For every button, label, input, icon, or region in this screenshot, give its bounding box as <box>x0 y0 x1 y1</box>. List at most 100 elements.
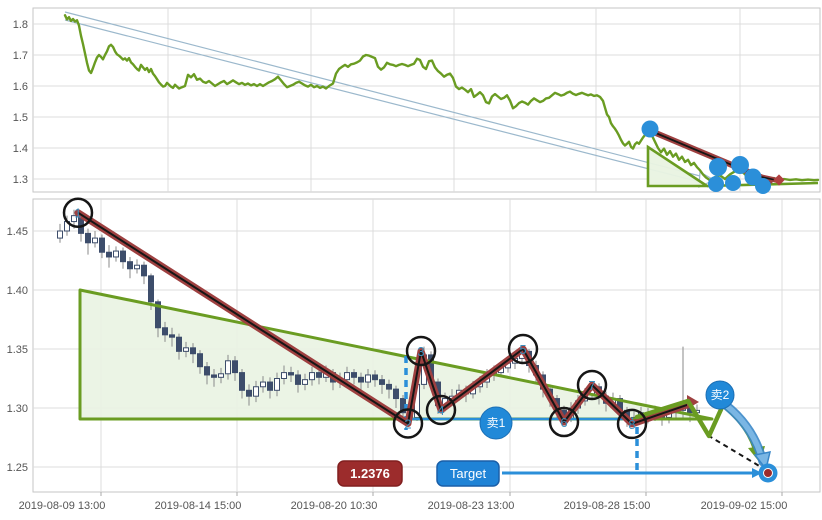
top-y-axis-label: 1.4 <box>13 143 28 155</box>
point-circle-2 <box>392 408 424 439</box>
candlestick <box>365 374 371 383</box>
point-circle-8 <box>616 408 648 440</box>
point-number-8: 8 <box>628 417 635 432</box>
bottom-y-axis-label: 1.30 <box>7 403 28 415</box>
candlestick <box>204 366 210 376</box>
point-number-2: 2 <box>404 416 411 431</box>
point-circle-1 <box>62 197 94 228</box>
point-number-1: 1 <box>74 206 81 221</box>
candlestick <box>211 374 217 378</box>
bottom-y-axis-label: 1.45 <box>7 226 28 238</box>
sell1-marker <box>479 406 513 440</box>
candlestick <box>176 336 182 352</box>
candlestick <box>260 381 266 388</box>
sell2-marker-label: 卖2 <box>711 388 730 402</box>
candlestick <box>71 215 77 223</box>
top-plot-area[interactable] <box>32 7 821 193</box>
candlestick <box>141 264 147 277</box>
zigzag-core <box>77 211 691 425</box>
candlestick <box>106 251 112 258</box>
x-axis-label: 2019-08-28 15:00 <box>564 500 651 512</box>
point-circle-6 <box>548 406 580 438</box>
candlestick <box>302 379 308 385</box>
point-circle-7 <box>576 369 608 401</box>
point-circle-4 <box>425 394 457 426</box>
candlestick <box>197 353 203 368</box>
x-axis-label: 2019-08-23 13:00 <box>428 500 515 512</box>
candlestick <box>316 372 322 378</box>
candlestick <box>246 389 252 397</box>
target-marker-inner <box>763 468 773 478</box>
point-number-3: 3 <box>417 344 424 359</box>
price-badge-label: 1.2376 <box>350 466 390 481</box>
point-number-7: 7 <box>588 378 595 393</box>
bottom-y-axis-label: 1.25 <box>7 462 28 474</box>
sell1-marker-label: 卖1 <box>487 416 506 430</box>
top-price-line <box>63 14 820 184</box>
candlestick <box>85 232 91 244</box>
price-badge <box>337 460 403 487</box>
top-marker-dot <box>755 178 771 194</box>
candlestick <box>183 347 189 352</box>
channel-upper-line <box>64 11 705 178</box>
top-marker-dot <box>641 120 659 138</box>
candlestick <box>218 373 224 378</box>
top-y-axis-label: 1.3 <box>13 174 28 186</box>
candlestick <box>190 347 196 355</box>
target-badge <box>436 460 500 487</box>
candlestick <box>127 261 133 270</box>
candlestick <box>120 250 126 263</box>
candlestick <box>162 327 168 336</box>
point-number-6: 6 <box>560 415 567 430</box>
top-y-axis-label: 1.5 <box>13 112 28 124</box>
top-marker-dot <box>725 175 741 191</box>
candlestick <box>393 388 399 400</box>
candlestick <box>267 381 273 391</box>
candlestick <box>169 334 175 338</box>
top-marker-dot <box>709 158 727 176</box>
candlestick <box>239 372 245 391</box>
top-y-axis-label: 1.6 <box>13 81 28 93</box>
top-y-axis-label: 1.7 <box>13 50 28 62</box>
bottom-y-axis-label: 1.35 <box>7 344 28 356</box>
candlestick <box>253 386 259 397</box>
candlestick <box>148 275 154 303</box>
candlestick <box>288 372 294 376</box>
x-axis-label: 2019-08-14 15:00 <box>155 500 242 512</box>
candlestick <box>274 378 280 391</box>
candlestick <box>295 374 301 385</box>
bottom-y-axis-label: 1.40 <box>7 285 28 297</box>
point-number-5: 5 <box>519 342 526 357</box>
candlestick <box>379 379 385 385</box>
sell2-marker <box>705 380 735 410</box>
top-marker-dot <box>708 176 724 192</box>
top-y-axis-label: 1.8 <box>13 19 28 31</box>
candlestick <box>57 230 63 239</box>
green-continuation <box>634 398 726 439</box>
candlestick <box>351 372 357 378</box>
candlestick <box>113 250 119 258</box>
top-wedge-outline <box>646 144 712 188</box>
x-axis-label: 2019-08-20 10:30 <box>291 500 378 512</box>
candlestick <box>309 372 315 381</box>
point-number-4: 4 <box>437 403 444 418</box>
candlestick <box>344 372 350 381</box>
point-circle-5 <box>507 333 539 365</box>
candlestick <box>155 301 161 329</box>
candlestick <box>386 383 392 390</box>
candlestick <box>99 237 105 253</box>
target-line-arrowhead <box>752 468 762 478</box>
x-axis-label: 2019-09-02 15:00 <box>701 500 788 512</box>
candlestick <box>92 237 98 244</box>
candlestick <box>372 374 378 381</box>
target-badge-label: Target <box>450 466 487 481</box>
candlestick <box>225 360 231 375</box>
top-end-diamond <box>773 174 785 186</box>
candlestick <box>134 264 140 270</box>
candlestick <box>232 360 238 374</box>
point-circle-3 <box>405 335 437 367</box>
top-marker-dot <box>731 156 749 174</box>
candlestick <box>281 372 287 380</box>
